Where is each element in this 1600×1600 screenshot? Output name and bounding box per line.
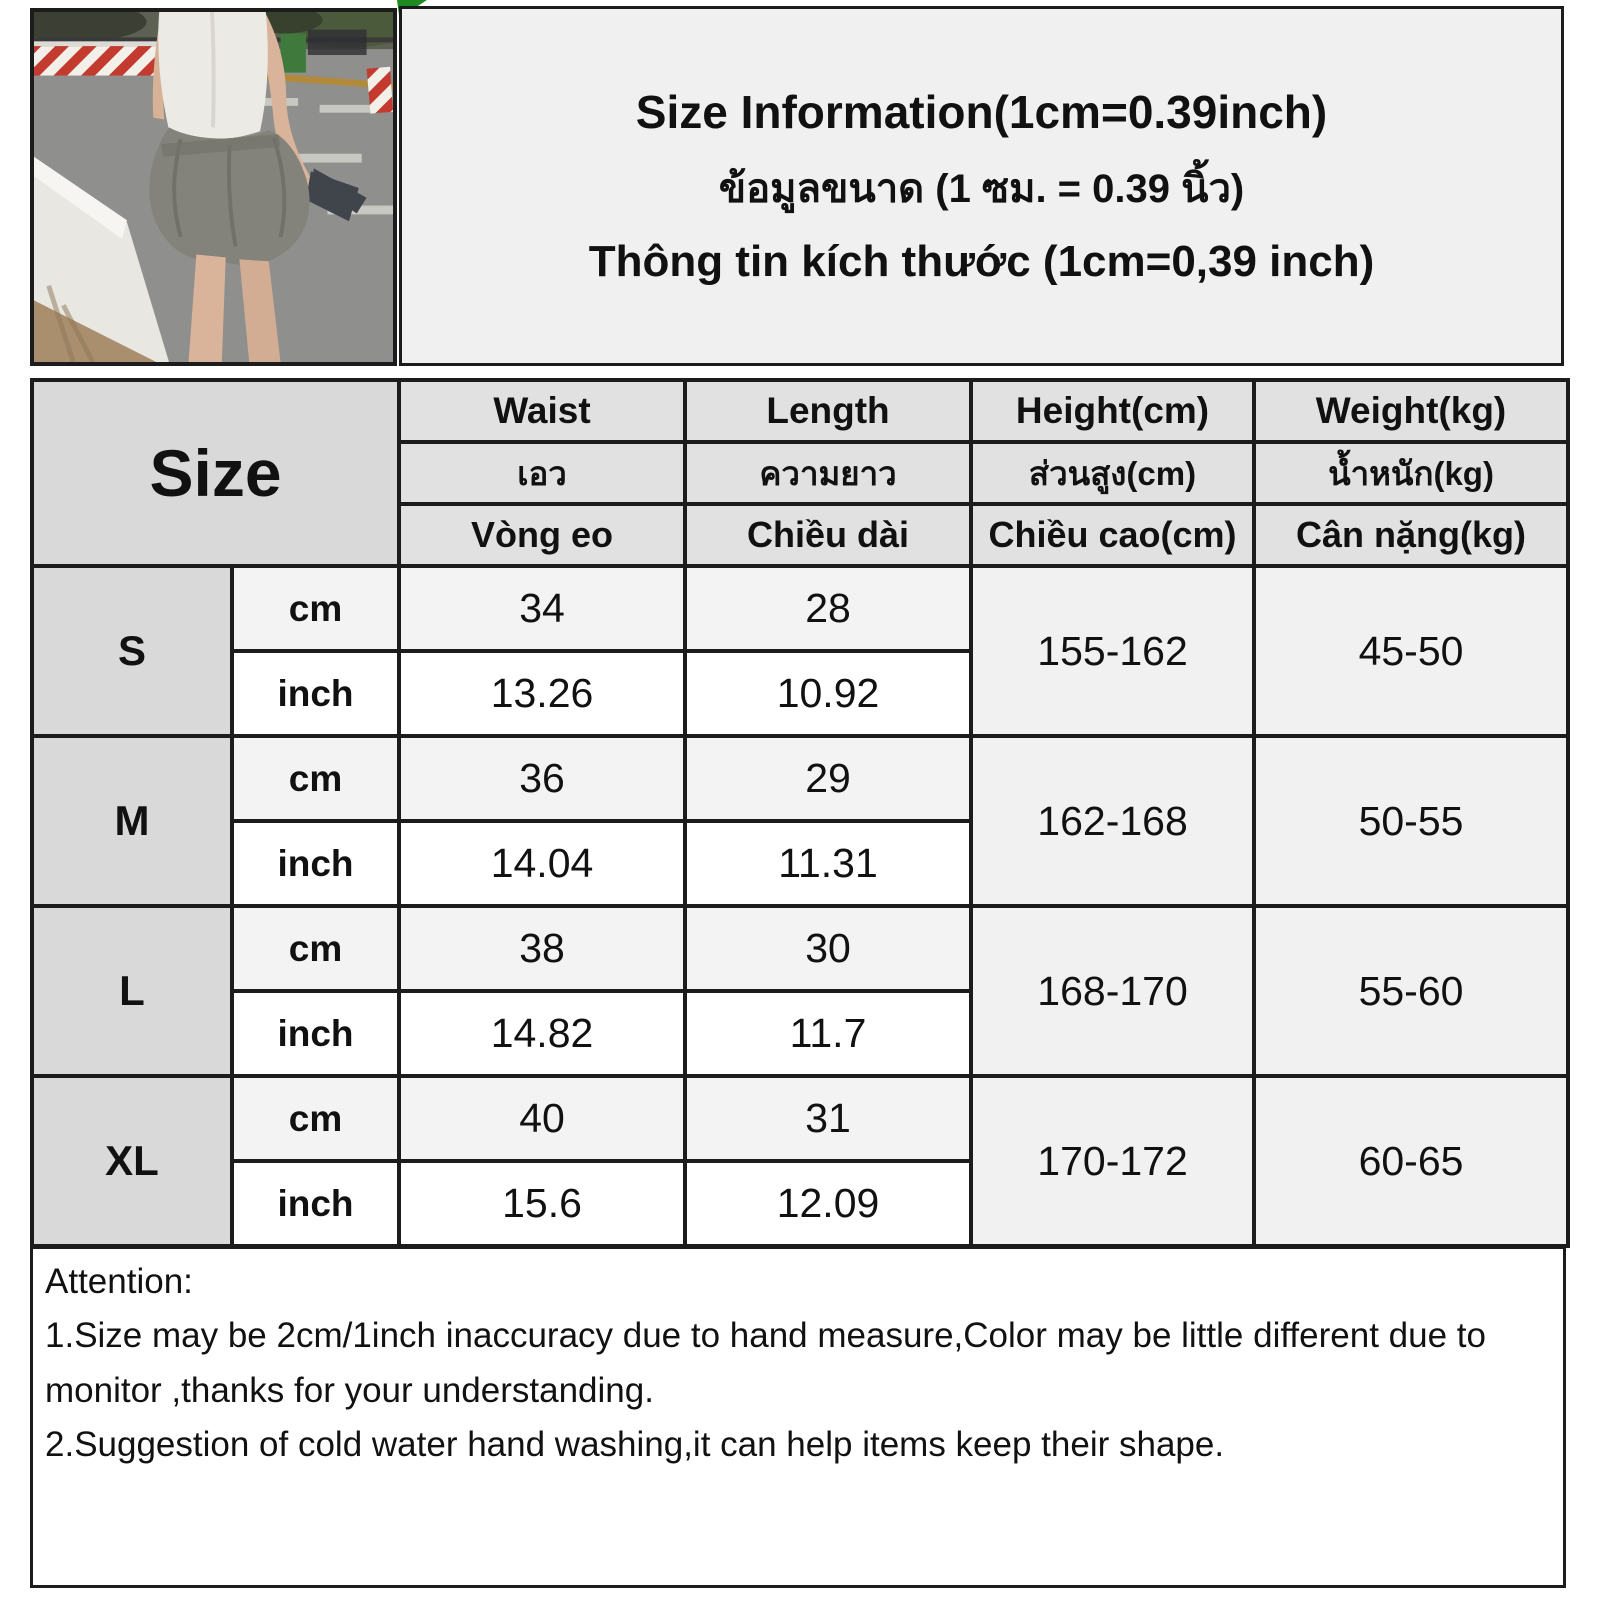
length-cm-xl: 31 (685, 1076, 972, 1161)
title-english: Size Information(1cm=0.39inch) (635, 86, 1328, 138)
striped-barrier (34, 41, 169, 76)
table-row: S cm 34 28 155-162 45-50 (32, 566, 1569, 736)
unit-cm: cm (232, 1076, 400, 1161)
col-header-length: Length (685, 380, 972, 442)
length-inch-m: 11.31 (685, 821, 972, 906)
title-box: Size Information(1cm=0.39inch) ข้อมูลขนา… (399, 6, 1564, 366)
waist-inch-s: 13.26 (399, 651, 686, 736)
length-inch-s: 10.92 (685, 651, 972, 736)
length-cm-m: 29 (685, 736, 972, 821)
size-cell-m: M (32, 736, 232, 906)
col-header-waist: Waist (399, 380, 686, 442)
table-row: inch 15.6 12.09 (32, 1161, 1568, 1246)
col-header-height-th: ส่วนสูง(cm) (971, 442, 1255, 504)
waist-cm-m: 36 (399, 736, 686, 821)
table-row: L cm 38 30 168-170 55-60 (32, 906, 1569, 1076)
size-cell-xl: XL (32, 1076, 232, 1246)
attention-note-1: 1.Size may be 2cm/1inch inaccuracy due t… (45, 1316, 1486, 1410)
col-header-length-th: ความยาว (685, 442, 972, 504)
size-header: Size (32, 380, 400, 566)
attention-heading: Attention: (45, 1262, 193, 1301)
col-header-length-vi: Chiều dài (685, 504, 972, 566)
title-vietnamese: Thông tin kích thước (1cm=0,39 inch) (588, 237, 1375, 286)
size-table: Size Waist Length Height(cm) Weight(kg) … (30, 378, 1571, 1248)
waist-inch-m: 14.04 (399, 821, 686, 906)
length-inch-xl: 12.09 (685, 1161, 972, 1246)
height-xl: 170-172 (971, 1076, 1255, 1246)
table-row: inch 14.04 11.31 (32, 821, 1568, 906)
unit-cm: cm (232, 566, 400, 651)
unit-inch: inch (232, 1161, 400, 1246)
waist-cm-l: 38 (399, 906, 686, 991)
weight-m: 50-55 (1254, 736, 1569, 906)
striped-pole (366, 66, 393, 114)
waist-inch-l: 14.82 (399, 991, 686, 1076)
col-header-weight-vi: Cân nặng(kg) (1254, 504, 1569, 566)
unit-cm: cm (232, 736, 400, 821)
table-row: XL cm 40 31 170-172 60-65 (32, 1076, 1569, 1246)
col-header-weight: Weight(kg) (1254, 380, 1569, 442)
attention-box: Attention: 1.Size may be 2cm/1inch inacc… (30, 1246, 1566, 1588)
length-cm-l: 30 (685, 906, 972, 991)
table-row: M cm 36 29 162-168 50-55 (32, 736, 1569, 906)
street-scene-illustration (34, 12, 393, 362)
waist-inch-xl: 15.6 (399, 1161, 686, 1246)
col-header-weight-th: น้ำหนัก(kg) (1254, 442, 1569, 504)
col-header-height-vi: Chiều cao(cm) (971, 504, 1255, 566)
unit-cm: cm (232, 906, 400, 991)
height-m: 162-168 (971, 736, 1255, 906)
white-wall (34, 156, 169, 362)
height-s: 155-162 (971, 566, 1255, 736)
length-inch-l: 11.7 (685, 991, 972, 1076)
title-thai: ข้อมูลขนาด (1 ซม. = 0.39 นิ้ว) (718, 167, 1245, 211)
weight-l: 55-60 (1254, 906, 1569, 1076)
size-cell-s: S (32, 566, 232, 736)
table-row: inch 13.26 10.92 (32, 651, 1568, 736)
unit-inch: inch (232, 821, 400, 906)
weight-s: 45-50 (1254, 566, 1569, 736)
product-photo (30, 8, 397, 366)
unit-inch: inch (232, 651, 400, 736)
waist-cm-s: 34 (399, 566, 686, 651)
table-row: inch 14.82 11.7 (32, 991, 1568, 1076)
height-l: 168-170 (971, 906, 1255, 1076)
col-header-waist-th: เอว (399, 442, 686, 504)
attention-note-2: 2.Suggestion of cold water hand washing,… (45, 1424, 1225, 1464)
model-figure (149, 12, 367, 362)
col-header-height: Height(cm) (971, 380, 1255, 442)
col-header-waist-vi: Vòng eo (399, 504, 686, 566)
weight-xl: 60-65 (1254, 1076, 1569, 1246)
size-cell-l: L (32, 906, 232, 1076)
unit-inch: inch (232, 991, 400, 1076)
held-object (305, 168, 367, 222)
length-cm-s: 28 (685, 566, 972, 651)
waist-cm-xl: 40 (399, 1076, 686, 1161)
